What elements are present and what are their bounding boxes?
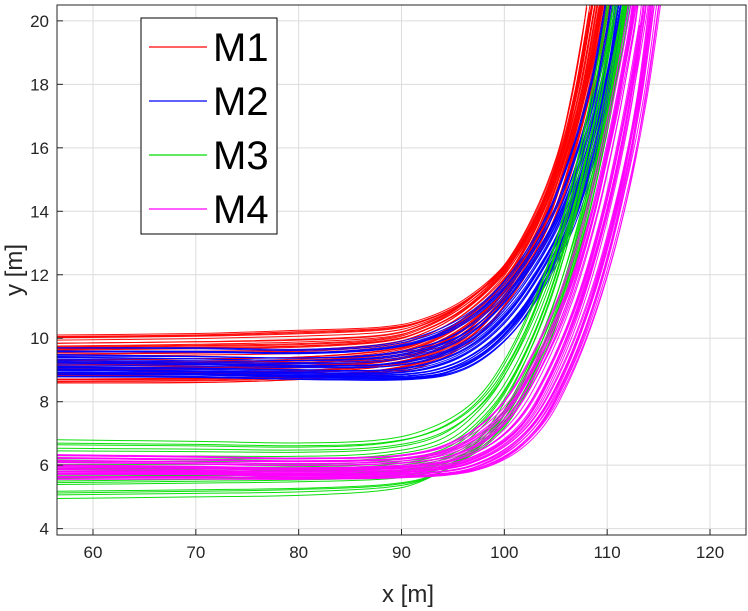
legend: M1 M2 M3 M4 (140, 17, 278, 235)
x-tick-label: 70 (186, 543, 205, 562)
trajectory-line (57, 7, 588, 348)
x-tick-label: 120 (696, 543, 724, 562)
y-tick-label: 20 (30, 12, 49, 31)
series-layer (57, 5, 662, 499)
y-tick-label: 16 (30, 139, 49, 158)
trajectory-line (57, 5, 606, 351)
x-tick-label: 60 (84, 543, 103, 562)
legend-label: M1 (213, 26, 269, 70)
trajectory-line (57, 5, 610, 457)
legend-item-m4: M4 (149, 188, 269, 232)
axis-ticks: 60 70 80 90 100 110 120 4 6 8 10 12 14 16 18 20 (30, 12, 724, 562)
y-tick-label: 6 (40, 456, 49, 475)
trajectory-line (57, 5, 654, 478)
trajectory-line (57, 5, 616, 369)
legend-label: M2 (213, 80, 269, 124)
x-tick-label: 100 (490, 543, 518, 562)
trajectory-line (57, 10, 646, 474)
legend-item-m3: M3 (149, 134, 269, 178)
trajectory-line (57, 5, 617, 362)
y-tick-label: 14 (30, 202, 49, 221)
trajectory-line (57, 5, 635, 467)
series-m4 (57, 5, 662, 480)
legend-label: M4 (213, 188, 269, 232)
legend-item-m2: M2 (149, 80, 269, 124)
x-tick-label: 110 (594, 543, 621, 562)
trajectory-line (57, 5, 639, 462)
series-m2 (57, 5, 632, 381)
trajectory-line (57, 5, 594, 363)
trajectory-line (57, 5, 617, 451)
trajectory-line (57, 5, 588, 336)
trajectory-line (57, 21, 643, 473)
legend-box (140, 17, 278, 235)
trajectory-line (57, 5, 608, 448)
y-tick-label: 4 (40, 520, 49, 539)
trajectory-line (57, 5, 634, 463)
x-tick-label: 90 (392, 543, 411, 562)
trajectory-line (57, 5, 642, 469)
y-tick-label: 12 (30, 266, 49, 285)
y-tick-label: 10 (30, 329, 49, 348)
y-tick-label: 18 (30, 75, 49, 94)
trajectory-line (57, 5, 655, 480)
legend-label: M3 (213, 134, 269, 178)
x-tick-label: 80 (289, 543, 308, 562)
legend-item-m1: M1 (149, 26, 269, 70)
x-axis-label: x [m] (382, 581, 434, 608)
y-tick-label: 8 (40, 393, 49, 412)
trajectory-line (57, 5, 614, 447)
y-axis-label: y [m] (1, 244, 28, 296)
trajectory-line (57, 5, 608, 444)
trajectory-line (57, 5, 624, 499)
